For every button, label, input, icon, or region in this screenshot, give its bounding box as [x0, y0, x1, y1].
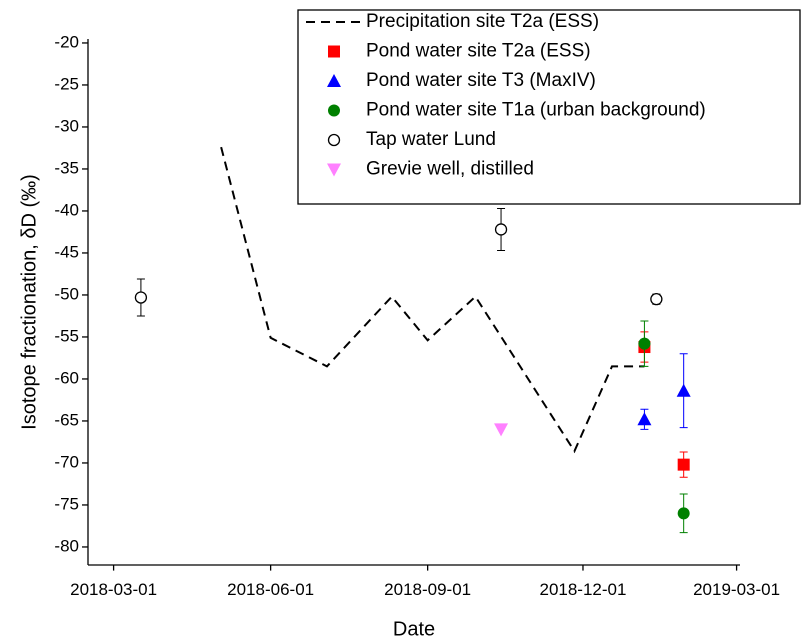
marker: [494, 423, 509, 437]
legend-label: Pond water site T1a (urban background): [366, 100, 706, 121]
x-tick-label: 2019-03-01: [693, 580, 780, 599]
y-tick-label: -65: [54, 410, 79, 429]
marker: [676, 383, 691, 397]
line: [220, 146, 645, 454]
y-axis-label: Isotope fractionation, δD (‰): [18, 174, 40, 430]
y-tick-label: -30: [54, 116, 79, 135]
y-tick-label: -40: [54, 200, 79, 219]
marker: [650, 293, 663, 306]
y-tick-label: -35: [54, 158, 79, 177]
legend-label: Precipitation site T2a (ESS): [366, 11, 599, 32]
marker: [637, 412, 652, 426]
x-axis-label: Date: [393, 618, 435, 640]
legend-label: Grevie well, distilled: [366, 159, 534, 180]
legend-label: Tap water Lund: [366, 129, 496, 150]
x-tick-label: 2018-12-01: [539, 580, 626, 599]
legend-swatch: [327, 74, 341, 87]
marker: [494, 223, 508, 236]
y-tick-label: -75: [54, 494, 79, 513]
legend-swatch: [327, 133, 341, 147]
y-tick-label: -20: [54, 32, 79, 51]
x-tick-label: 2018-09-01: [384, 580, 471, 599]
legend-swatch: [328, 45, 340, 58]
legend-box: [297, 9, 801, 205]
y-tick-label: -50: [54, 284, 79, 303]
marker: [677, 507, 690, 520]
y-tick-label: -80: [54, 536, 79, 555]
y-tick-label: -60: [54, 368, 79, 387]
legend-label: Pond water site T2a (ESS): [366, 41, 591, 62]
marker: [677, 458, 690, 471]
y-tick-label: -25: [54, 74, 79, 93]
y-tick-label: -70: [54, 452, 79, 471]
x-tick-label: 2018-06-01: [227, 580, 314, 599]
x-tick-label: 2018-03-01: [70, 580, 157, 599]
marker: [134, 291, 148, 304]
y-tick-label: -55: [54, 326, 79, 345]
y-tick-label: -45: [54, 242, 79, 261]
marker: [638, 337, 651, 350]
legend-swatch: [328, 104, 340, 117]
legend-swatch: [327, 163, 341, 177]
legend-label: Pond water site T3 (MaxIV): [366, 70, 596, 91]
